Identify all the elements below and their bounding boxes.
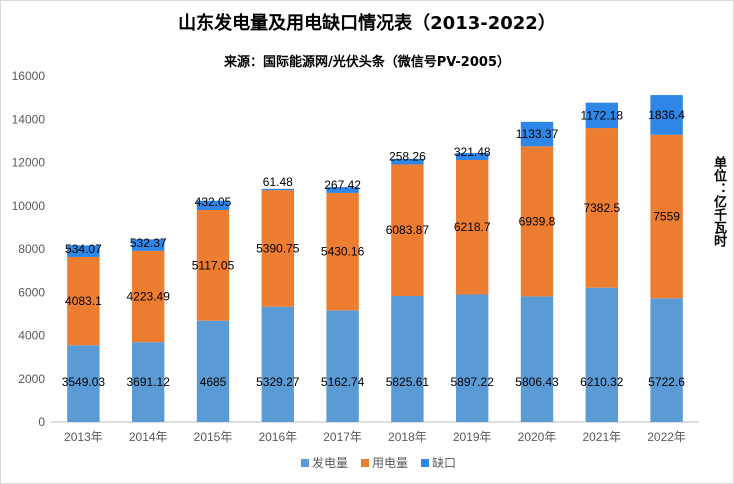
legend-label: 发电量 xyxy=(312,455,348,470)
bar-segment-gap xyxy=(67,245,100,257)
bar-segment-gap xyxy=(585,102,618,129)
data-label: 267.42 xyxy=(324,178,361,192)
unit-label: 单位：亿千瓦时 xyxy=(711,156,726,247)
bar-segment-consumption xyxy=(326,192,359,311)
x-tick-label: 2015年 xyxy=(194,430,233,444)
data-label: 4223.49 xyxy=(127,290,171,304)
legend-swatch xyxy=(421,459,429,467)
bar-segment-gap xyxy=(326,187,359,193)
bar-segment-gap xyxy=(456,153,489,160)
bar-segment-generation xyxy=(391,296,424,422)
data-label: 1133.37 xyxy=(516,127,559,141)
bar-segment-generation xyxy=(67,345,100,422)
y-tick-label: 10000 xyxy=(12,199,46,213)
bar-segment-generation xyxy=(585,287,618,422)
data-label: 3549.03 xyxy=(62,375,106,389)
bar-segment-generation xyxy=(456,294,489,422)
y-tick-label: 14000 xyxy=(12,112,46,126)
data-label: 532.37 xyxy=(130,236,167,250)
y-tick-label: 4000 xyxy=(18,329,45,343)
data-label: 5329.27 xyxy=(256,375,300,389)
y-tick-label: 8000 xyxy=(18,242,45,256)
bar-segment-generation xyxy=(520,296,554,422)
data-label: 1172.18 xyxy=(581,108,624,122)
data-label: 5806.43 xyxy=(515,375,559,389)
x-tick-label: 2020年 xyxy=(518,430,557,444)
bar-segment-consumption xyxy=(520,146,554,297)
bar-segment-generation xyxy=(650,298,683,422)
data-label: 4083.1 xyxy=(65,294,102,308)
x-tick-label: 2018年 xyxy=(388,430,427,444)
data-label: 5825.61 xyxy=(386,375,430,389)
data-label: 5162.74 xyxy=(321,375,365,389)
data-label: 6083.87 xyxy=(386,223,430,237)
bar-segment-consumption xyxy=(67,256,100,346)
data-label: 6210.32 xyxy=(580,375,624,389)
data-label: 7382.5 xyxy=(583,201,620,215)
bar-segment-consumption xyxy=(650,134,683,299)
y-tick-label: 0 xyxy=(38,415,45,429)
bar-segment-generation xyxy=(261,306,294,422)
data-label: 5430.16 xyxy=(321,245,365,259)
data-label: 5390.75 xyxy=(256,241,300,255)
legend-swatch xyxy=(361,459,369,467)
bar-segment-gap xyxy=(520,121,554,147)
x-tick-label: 2021年 xyxy=(582,430,621,444)
x-tick-label: 2014年 xyxy=(129,430,168,444)
bar-segment-gap xyxy=(391,158,424,165)
bar-segment-gap xyxy=(650,95,683,135)
y-tick-label: 16000 xyxy=(12,69,46,83)
bar-segment-generation xyxy=(326,310,359,422)
bar-segment-generation xyxy=(196,320,230,422)
bar-segment-gap xyxy=(261,188,294,191)
data-label: 258.26 xyxy=(389,149,426,163)
data-label: 5722.6 xyxy=(648,375,685,389)
legend-swatch xyxy=(301,459,309,467)
bar-segment-consumption xyxy=(196,210,230,321)
bar-segment-gap xyxy=(196,200,230,211)
data-label: 432.05 xyxy=(195,195,232,209)
data-label: 61.48 xyxy=(263,175,293,189)
x-tick-label: 2022年 xyxy=(647,430,686,444)
data-label: 5897.22 xyxy=(451,375,495,389)
data-label: 5117.05 xyxy=(192,258,235,272)
bar-segment-generation xyxy=(132,342,165,422)
bar-segment-consumption xyxy=(391,164,424,297)
data-label: 1836.4 xyxy=(648,108,685,122)
bar-segment-consumption xyxy=(132,250,165,343)
data-label: 6939.8 xyxy=(519,214,556,228)
x-tick-label: 2016年 xyxy=(258,430,297,444)
legend-label: 缺口 xyxy=(432,455,456,470)
data-label: 321.48 xyxy=(454,145,491,159)
y-tick-label: 2000 xyxy=(18,372,45,386)
chart-title: 山东发电量及用电缺口情况表（2013-2022） xyxy=(178,13,556,34)
data-label: 7559 xyxy=(653,210,680,224)
data-label: 534.07 xyxy=(65,242,102,256)
chart-subtitle: 来源：国际能源网/光伏头条（微信号PV-2005） xyxy=(224,55,510,70)
data-label: 6218.7 xyxy=(454,220,491,234)
bar-segment-consumption xyxy=(585,128,618,288)
data-label: 4685 xyxy=(200,375,227,389)
y-tick-label: 12000 xyxy=(12,156,46,170)
legend-label: 用电量 xyxy=(372,456,408,470)
bar-segment-consumption xyxy=(261,190,294,307)
x-tick-label: 2013年 xyxy=(64,430,103,444)
bar-segment-gap xyxy=(132,239,165,251)
y-tick-label: 6000 xyxy=(18,285,45,299)
x-tick-label: 2017年 xyxy=(323,430,362,444)
data-label: 3691.12 xyxy=(127,375,171,389)
bar-segment-consumption xyxy=(456,159,489,295)
x-tick-label: 2019年 xyxy=(453,430,492,444)
